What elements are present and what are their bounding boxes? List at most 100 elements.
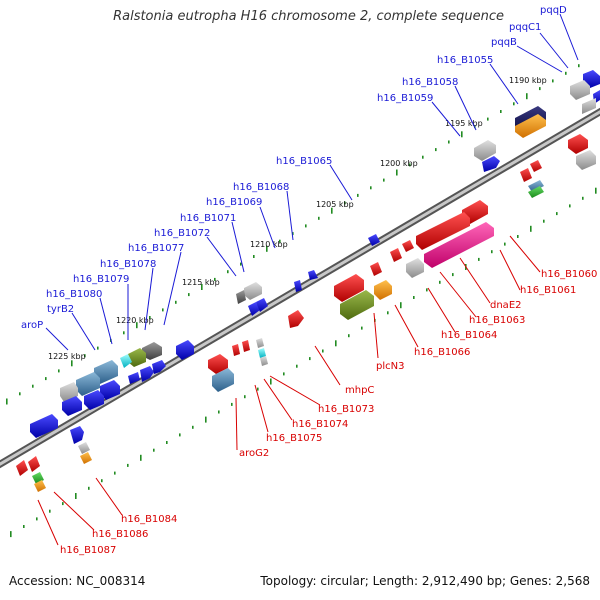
- gene-label-h16_B1058[interactable]: h16_B1058: [402, 77, 458, 88]
- gene-label-h16_B1063[interactable]: h16_B1063: [469, 315, 525, 326]
- gene-label-h16_B1061[interactable]: h16_B1061: [520, 285, 576, 296]
- gene-feature[interactable]: [582, 98, 596, 114]
- gene-feature[interactable]: [232, 344, 240, 356]
- gene-feature[interactable]: [260, 356, 268, 366]
- gene-feature[interactable]: [294, 280, 302, 292]
- gene-feature[interactable]: [128, 372, 140, 384]
- gene-feature[interactable]: [244, 282, 262, 300]
- gene-label-h16_B1069[interactable]: h16_B1069: [206, 197, 262, 208]
- gene-feature[interactable]: [100, 380, 120, 400]
- gene-feature[interactable]: [374, 280, 392, 300]
- gene-feature[interactable]: [120, 354, 132, 368]
- gene-feature[interactable]: [402, 240, 414, 252]
- gene-feature[interactable]: [236, 290, 246, 304]
- gene-feature[interactable]: [568, 134, 588, 154]
- tick-mark: [88, 486, 90, 490]
- gene-label-h16_B1064[interactable]: h16_B1064: [441, 330, 497, 341]
- gene-feature[interactable]: [256, 298, 268, 312]
- map-title: Ralstonia eutropha H16 chromosome 2, com…: [113, 9, 504, 24]
- gene-feature[interactable]: [16, 460, 28, 476]
- gene-label-h16_B1072[interactable]: h16_B1072: [154, 228, 210, 239]
- gene-feature[interactable]: [60, 382, 78, 402]
- gene-feature[interactable]: [258, 348, 266, 358]
- kbp-label-1210: 1210 kbp: [250, 240, 288, 249]
- gene-label-h16_B1079[interactable]: h16_B1079: [73, 274, 129, 285]
- gene-feature[interactable]: [242, 340, 250, 352]
- gene-feature[interactable]: [308, 270, 318, 280]
- gene-label-h16_B1077[interactable]: h16_B1077: [128, 243, 184, 254]
- tick-mark: [539, 87, 541, 91]
- gene-label-h16_B1087[interactable]: h16_B1087: [60, 545, 116, 556]
- gene-label-h16_B1073[interactable]: h16_B1073: [318, 404, 374, 415]
- gene-label-dnaE2[interactable]: dnaE2: [490, 300, 522, 311]
- gene-label-mhpC[interactable]: mhpC: [345, 385, 374, 396]
- forward-gene-labels: pqqD pqqC1 pqqB h16_B1055 h16_B1058 h16_…: [21, 5, 567, 331]
- gene-label-aroP[interactable]: aroP: [21, 320, 43, 331]
- gene-feature[interactable]: [176, 340, 194, 360]
- gene-label-h16_B1084[interactable]: h16_B1084: [121, 514, 177, 525]
- tick-mark: [62, 502, 64, 506]
- gene-label-h16_B1080[interactable]: h16_B1080: [46, 289, 102, 300]
- gene-label-h16_B1078[interactable]: h16_B1078: [100, 259, 156, 270]
- gene-label-pqqC1[interactable]: pqqC1: [509, 22, 541, 33]
- tick-mark: [227, 270, 229, 274]
- gene-feature[interactable]: [84, 390, 104, 410]
- gene-feature[interactable]: [368, 234, 380, 246]
- gene-feature[interactable]: [390, 248, 402, 262]
- gene-feature[interactable]: [288, 310, 304, 328]
- gene-feature[interactable]: [576, 150, 596, 170]
- gene-feature[interactable]: [370, 262, 382, 276]
- gene-feature[interactable]: [70, 426, 84, 444]
- gene-feature[interactable]: [474, 140, 496, 161]
- gene-label-h16_B1071[interactable]: h16_B1071: [180, 213, 236, 224]
- gene-feature[interactable]: [406, 258, 424, 278]
- gene-feature[interactable]: [334, 274, 364, 302]
- gene-feature[interactable]: [152, 360, 166, 374]
- gene-feature[interactable]: [34, 480, 46, 492]
- gene-feature[interactable]: [482, 156, 500, 172]
- tick-mark: [582, 196, 584, 200]
- gene-label-h16_B1066[interactable]: h16_B1066: [414, 347, 470, 358]
- gene-feature[interactable]: [30, 414, 58, 438]
- gene-feature[interactable]: [530, 160, 542, 172]
- gene-feature[interactable]: [528, 186, 544, 198]
- gene-feature[interactable]: [28, 456, 40, 472]
- gene-feature[interactable]: [62, 396, 82, 416]
- gene-feature[interactable]: [515, 114, 546, 138]
- gene-label-aroG2[interactable]: aroG2: [239, 448, 269, 459]
- gene-label-h16_B1065[interactable]: h16_B1065: [276, 156, 332, 167]
- accession-text: Accession: NC_008314: [9, 574, 146, 588]
- gene-feature[interactable]: [340, 290, 374, 320]
- gene-feature[interactable]: [212, 368, 234, 392]
- gene-label-pqqD[interactable]: pqqD: [540, 5, 567, 16]
- gene-label-tyrB2[interactable]: tyrB2: [47, 304, 74, 315]
- gene-feature[interactable]: [520, 168, 532, 182]
- tick-mark: [422, 155, 424, 159]
- gene-label-h16_B1075[interactable]: h16_B1075: [266, 433, 322, 444]
- gene-feature[interactable]: [248, 302, 260, 316]
- gene-label-h16_B1074[interactable]: h16_B1074: [292, 419, 348, 430]
- gene-feature[interactable]: [80, 452, 92, 464]
- gene-label-h16_B1086[interactable]: h16_B1086: [92, 529, 148, 540]
- gene-feature[interactable]: [128, 348, 146, 367]
- gene-feature[interactable]: [424, 222, 494, 268]
- gene-feature[interactable]: [76, 372, 100, 396]
- gene-feature[interactable]: [416, 212, 470, 250]
- gene-feature[interactable]: [78, 442, 90, 454]
- gene-feature[interactable]: [256, 338, 264, 348]
- gene-feature[interactable]: [140, 366, 154, 382]
- gene-feature[interactable]: [208, 354, 228, 374]
- gene-label-plcN3[interactable]: plcN3: [376, 361, 404, 372]
- gene-label-h16_B1059[interactable]: h16_B1059: [377, 93, 433, 104]
- gene-feature[interactable]: [528, 180, 544, 192]
- gene-label-h16_B1060[interactable]: h16_B1060: [541, 269, 597, 280]
- kbp-label-1190: 1190 kbp: [509, 76, 547, 85]
- tick-mark: [335, 340, 337, 347]
- gene-label-pqqB[interactable]: pqqB: [491, 37, 517, 48]
- gene-label-h16_B1055[interactable]: h16_B1055: [437, 55, 493, 66]
- gene-feature[interactable]: [570, 80, 590, 100]
- gene-feature[interactable]: [142, 342, 162, 360]
- tick-mark: [36, 517, 38, 521]
- gene-label-h16_B1068[interactable]: h16_B1068: [233, 182, 289, 193]
